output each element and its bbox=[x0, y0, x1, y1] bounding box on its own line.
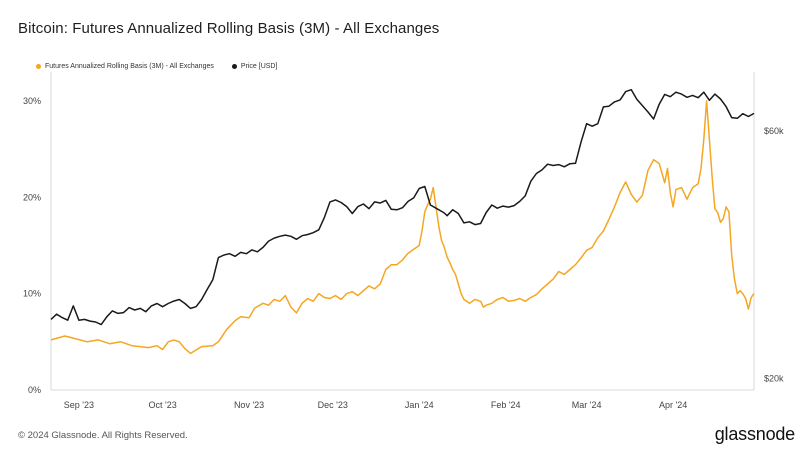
series-line-basis[interactable] bbox=[50, 100, 755, 355]
y-tick-label-left: 0% bbox=[28, 385, 41, 395]
x-tick-label: Dec '23 bbox=[318, 400, 348, 410]
chart-lines bbox=[50, 88, 755, 355]
chart-title: Bitcoin: Futures Annualized Rolling Basi… bbox=[18, 20, 440, 37]
legend-item-price[interactable]: Price [USD] bbox=[231, 63, 278, 70]
y-tick-label-left: 20% bbox=[23, 192, 41, 202]
y-tick-label-right: $60k bbox=[764, 126, 784, 136]
x-tick-label: Sep '23 bbox=[64, 400, 94, 410]
y-tick-label-right: $20k bbox=[764, 373, 784, 383]
x-tick-label: Mar '24 bbox=[572, 400, 602, 410]
legend-item-basis[interactable]: Futures Annualized Rolling Basis (3M) - … bbox=[36, 63, 214, 70]
x-tick-label: Oct '23 bbox=[148, 400, 176, 410]
chart-axes bbox=[50, 72, 755, 391]
legend-dot-price bbox=[231, 64, 237, 69]
chart-tick-labels: 0% 10% 20% 30% $20k $60k Sep '23 Oct '23 Nov '23… bbox=[23, 96, 784, 410]
y-tick-label-left: 30% bbox=[23, 96, 41, 106]
copyright-text: © 2024 Glassnode. All Rights Reserved. bbox=[18, 430, 188, 441]
y-tick-label-left: 10% bbox=[23, 289, 41, 299]
chart-legend: Futures Annualized Rolling Basis (3M) - … bbox=[36, 63, 277, 70]
legend-label-price: Price [USD] bbox=[240, 63, 278, 70]
x-tick-label: Jan '24 bbox=[405, 400, 434, 410]
x-tick-label: Apr '24 bbox=[659, 400, 687, 410]
legend-label-basis: Futures Annualized Rolling Basis (3M) - … bbox=[45, 63, 214, 70]
legend-dot-basis bbox=[36, 64, 41, 69]
series-line-price[interactable] bbox=[50, 88, 755, 326]
x-tick-label: Feb '24 bbox=[491, 400, 521, 410]
x-tick-label: Nov '23 bbox=[234, 400, 264, 410]
glassnode-logo[interactable]: glassnode bbox=[714, 424, 795, 444]
